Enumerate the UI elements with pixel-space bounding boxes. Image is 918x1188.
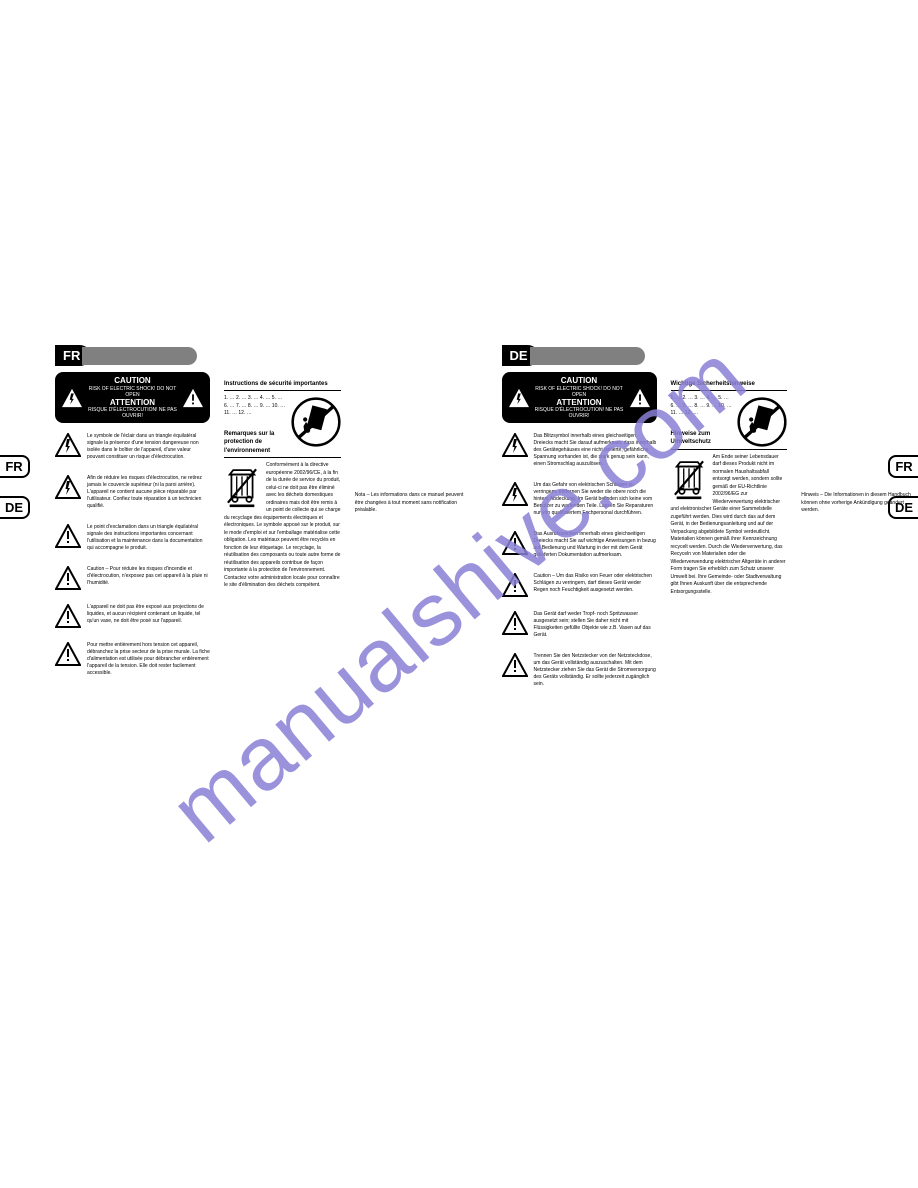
lightning-triangle-icon xyxy=(508,388,530,408)
lightning-icon xyxy=(55,433,81,457)
lightning-icon xyxy=(502,433,528,457)
weee-bin-icon xyxy=(671,456,707,500)
exclaim-icon xyxy=(502,611,528,635)
caution-line1: CAUTION xyxy=(87,376,178,386)
warning-3: Le point d'exclamation dans un triangle … xyxy=(87,524,210,552)
page-fr: FR CAUTION RISK OF ELECTRIC SHOCK! DO NO… xyxy=(55,345,472,702)
de-warning-2: Um das Gefahr von elektrischen Schlägen … xyxy=(534,482,657,517)
exclaim-icon xyxy=(55,604,81,628)
de-warning-3: Das Ausrufezeichen innerhalb eines gleic… xyxy=(534,531,657,559)
warning-1: Le symbole de l'éclair dans un triangle … xyxy=(87,433,210,461)
lang-tab-ext xyxy=(82,347,197,365)
exclaim-icon xyxy=(502,653,528,677)
caution-de-3: ATTENTION xyxy=(534,398,625,408)
exclaim-triangle-icon xyxy=(182,388,204,408)
instructions-title: Instructions de sécurité importantes xyxy=(224,380,341,391)
exclaim-icon xyxy=(502,531,528,555)
exclaim-triangle-icon xyxy=(629,388,651,408)
de-instructions-title: Wichtige Sicherheitshinweise xyxy=(671,380,788,391)
caution-box-de: CAUTION RISK OF ELECTRIC SHOCK! DO NOT O… xyxy=(502,372,657,423)
lightning-icon xyxy=(502,482,528,506)
lang-tab-ext xyxy=(530,347,645,365)
caution-line2: RISK OF ELECTRIC SHOCK! DO NOT OPEN xyxy=(89,386,177,398)
warning-5: L'appareil ne doit pas être exposé aux p… xyxy=(87,604,210,625)
caution-line3: ATTENTION xyxy=(87,398,178,408)
caution-box: CAUTION RISK OF ELECTRIC SHOCK! DO NOT O… xyxy=(55,372,210,423)
lightning-icon xyxy=(55,475,81,499)
lightning-triangle-icon xyxy=(61,388,83,408)
de-warning-5: Das Gerät darf weder Tropf- noch Spritzw… xyxy=(534,611,657,639)
de-warning-6: Trennen Sie den Netzstecker von der Netz… xyxy=(534,653,657,688)
de-warning-4: Caution – Um das Risiko von Feuer oder e… xyxy=(534,573,657,594)
warning-6: Pour mettre entièrement hors tension cet… xyxy=(87,642,210,677)
page-de: DE CAUTION RISK OF ELECTRIC SHOCK! DO NO… xyxy=(502,345,918,702)
nota-text: Nota – Les informations dans ce manuel p… xyxy=(355,492,472,515)
exclaim-icon xyxy=(55,642,81,666)
warning-2: Afin de réduire les risques d'électrocut… xyxy=(87,475,210,510)
exclaim-icon xyxy=(55,524,81,548)
caution-de-1: CAUTION xyxy=(534,376,625,386)
cart-tipping-icon xyxy=(737,397,787,447)
de-nota-text: Hinweis – Die Informationen in diesem Ha… xyxy=(801,492,918,515)
exclaim-icon xyxy=(502,573,528,597)
caution-line4: RISQUE D'ÉLECTROCUTION! NE PAS OUVRIR! xyxy=(88,407,177,419)
weee-bin-icon xyxy=(224,464,260,508)
exclaim-icon xyxy=(55,566,81,590)
caution-de-2: RISK OF ELECTRIC SHOCK! DO NOT OPEN xyxy=(535,386,623,398)
caution-de-4: RISQUE D'ÉLECTROCUTION! NE PAS OUVRIR! xyxy=(535,407,624,419)
de-warning-1: Das Blitzsymbol innerhalb eines gleichse… xyxy=(534,433,657,468)
cart-tipping-icon xyxy=(291,397,341,447)
warning-4: Caution – Pour réduire les risques d'inc… xyxy=(87,566,210,587)
